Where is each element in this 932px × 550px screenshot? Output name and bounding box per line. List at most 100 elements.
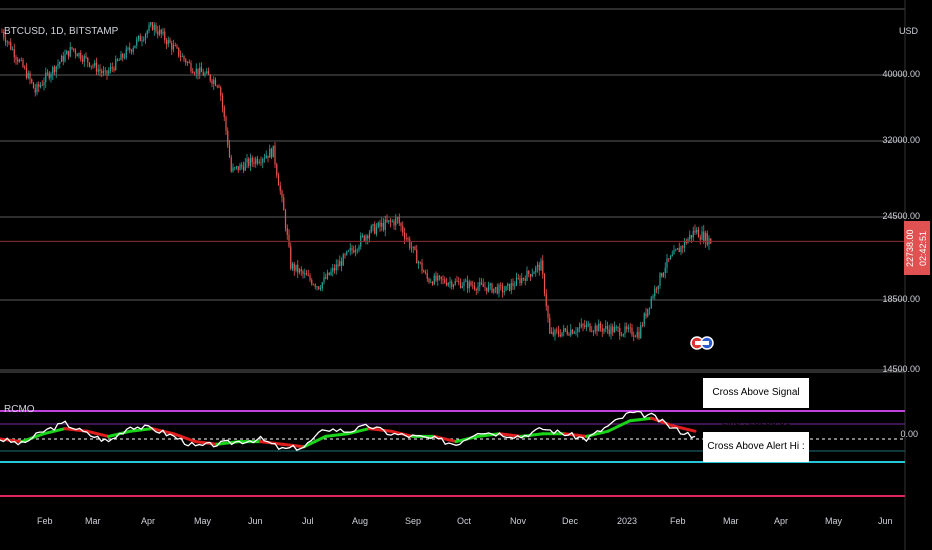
candle-body-104 <box>183 56 185 60</box>
candle-body-87 <box>153 24 155 30</box>
candle-body-192 <box>337 264 339 267</box>
candle-body-46 <box>81 59 84 62</box>
candle-body-144 <box>253 162 255 164</box>
flag-event-icon[interactable] <box>690 325 714 363</box>
candle-body-10 <box>18 59 21 62</box>
candle-body-170 <box>298 269 301 273</box>
candle-body-48 <box>85 55 87 58</box>
candle-body-403 <box>706 233 708 245</box>
x-tick-label-10: Dec <box>562 516 579 526</box>
candle-body-75 <box>132 48 134 52</box>
candle-body-285 <box>500 285 502 286</box>
candle-body-278 <box>487 285 490 292</box>
candle-body-319 <box>559 334 561 337</box>
candle-body-369 <box>647 308 649 317</box>
candle-body-261 <box>458 281 460 283</box>
candle-body-251 <box>440 276 442 280</box>
candle-body-224 <box>393 221 395 226</box>
candle-body-292 <box>512 283 514 286</box>
candle-body-113 <box>199 67 201 75</box>
candle-body-339 <box>594 325 596 332</box>
candle-body-67 <box>118 60 120 61</box>
candle-body-88 <box>155 24 157 32</box>
candle-body-267 <box>468 281 470 289</box>
candle-body-176 <box>309 275 311 280</box>
candle-body-76 <box>134 45 136 49</box>
candle-body-345 <box>605 325 607 329</box>
candle-body-388 <box>680 246 682 253</box>
candle-body-123 <box>216 85 218 87</box>
candle-body-116 <box>204 73 206 76</box>
candle-body-354 <box>620 335 623 337</box>
candle-body-126 <box>221 95 224 108</box>
candle-body-160 <box>281 191 283 198</box>
signal-segment-14 <box>302 434 328 449</box>
candle-body-62 <box>109 67 112 71</box>
candle-body-195 <box>342 254 344 266</box>
signal-segment-8 <box>172 432 197 444</box>
candle-body-152 <box>267 155 269 158</box>
candle-body-109 <box>192 71 194 74</box>
candle-body-30 <box>53 67 56 73</box>
candle-body-344 <box>603 328 605 332</box>
candle-body-105 <box>185 59 187 63</box>
candle-body-79 <box>139 35 141 42</box>
candle-body-397 <box>696 229 698 233</box>
candle-body-128 <box>225 116 227 131</box>
candle-body-373 <box>654 288 656 297</box>
candle-body-346 <box>606 325 609 330</box>
candle-body-91 <box>160 29 162 34</box>
candle-body-332 <box>582 324 584 326</box>
candle-body-158 <box>277 175 280 186</box>
candle-body-153 <box>269 148 271 158</box>
candle-body-11 <box>20 59 22 61</box>
candle-body-73 <box>129 47 131 51</box>
candle-body-259 <box>454 281 456 285</box>
y-tick-label-1: 32000.00 <box>882 135 920 145</box>
candle-body-246 <box>431 281 434 285</box>
candle-body-98 <box>172 45 175 50</box>
candle-body-385 <box>675 249 677 251</box>
candle-body-265 <box>465 280 467 282</box>
candle-body-213 <box>374 224 376 234</box>
candle-body-121 <box>213 79 215 84</box>
signal-segment-16 <box>346 427 371 436</box>
candle-body-347 <box>608 329 610 335</box>
candle-body-286 <box>501 285 504 293</box>
candle-body-180 <box>316 286 318 288</box>
candle-body-381 <box>668 258 670 260</box>
candle-body-199 <box>349 248 351 251</box>
candle-body-283 <box>496 287 498 294</box>
candle-body-288 <box>505 285 507 291</box>
candle-body-162 <box>284 210 287 229</box>
candle-body-35 <box>62 55 64 62</box>
candle-body-57 <box>101 71 103 74</box>
candle-body-396 <box>694 230 696 233</box>
last-price: 22738.00 <box>905 229 915 267</box>
candle-body-90 <box>158 29 161 35</box>
candle-body-8 <box>15 57 17 60</box>
signal-segment-0 <box>0 437 24 444</box>
candle-body-142 <box>249 157 252 166</box>
candle-body-262 <box>459 281 462 288</box>
candle-body-136 <box>239 164 241 171</box>
candle-body-186 <box>326 272 329 279</box>
candle-body-92 <box>162 31 164 34</box>
candle-body-101 <box>178 47 180 56</box>
alert-hi-box: Cross Above Alert Hi : 27539 <box>703 432 809 482</box>
candle-body-328 <box>575 331 577 333</box>
candle-body-135 <box>237 166 239 171</box>
candle-body-108 <box>190 63 192 72</box>
candle-body-84 <box>148 24 150 31</box>
candle-body-257 <box>451 281 453 287</box>
candle-body-129 <box>227 130 229 146</box>
candle-body-326 <box>571 329 574 334</box>
candle-body-70 <box>123 57 126 59</box>
candle-body-1 <box>3 32 5 38</box>
candle-body-96 <box>169 39 171 43</box>
candle-body-282 <box>494 287 497 289</box>
candle-body-156 <box>274 145 276 165</box>
candle-body-24 <box>43 82 45 86</box>
y-tick-label-4: 14500.00 <box>882 364 920 374</box>
